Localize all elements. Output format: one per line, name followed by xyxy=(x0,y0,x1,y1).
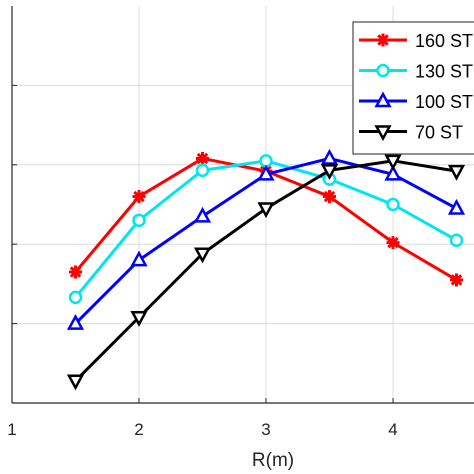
marker-stroke xyxy=(196,152,209,165)
marker-triangle xyxy=(66,374,85,391)
marker-stroke xyxy=(69,266,82,278)
marker-circle xyxy=(68,290,83,305)
data-point xyxy=(449,233,464,247)
data-point xyxy=(450,273,463,287)
marker-triangle xyxy=(374,91,392,108)
marker-triangle xyxy=(384,164,402,181)
series-4 xyxy=(66,154,466,391)
x-tick-label: 3 xyxy=(261,420,270,439)
data-point xyxy=(196,151,209,165)
data-point xyxy=(193,206,212,223)
data-point xyxy=(447,198,466,215)
data-point xyxy=(320,164,339,180)
data-point xyxy=(66,313,85,330)
marker-triangle xyxy=(66,313,85,330)
data-point xyxy=(195,163,210,178)
data-point xyxy=(68,290,83,305)
data-point xyxy=(66,374,85,391)
marker-circle xyxy=(195,163,210,178)
x-axis-label: R(m) xyxy=(252,450,294,471)
data-point xyxy=(193,247,212,264)
data-point xyxy=(132,213,146,228)
marker-triangle xyxy=(257,202,275,219)
marker-triangle xyxy=(193,206,212,223)
data-point xyxy=(69,265,82,279)
legend-label: 130 ST xyxy=(415,62,473,82)
marker-circle xyxy=(376,63,390,78)
data-point xyxy=(384,164,402,181)
data-point xyxy=(447,164,466,181)
series-3 xyxy=(66,148,466,330)
marker-triangle xyxy=(320,164,339,180)
marker-circle xyxy=(386,197,400,212)
legend-entry-2: 130 ST xyxy=(359,62,473,82)
marker-triangle xyxy=(257,164,275,181)
marker-triangle xyxy=(384,154,402,171)
legend-entry-1: 160 ST xyxy=(359,31,473,51)
x-tick-label: 2 xyxy=(134,420,143,439)
marker-stroke xyxy=(133,190,145,203)
marker-triangle xyxy=(130,250,148,267)
marker-stroke xyxy=(377,34,389,46)
data-point xyxy=(130,310,148,327)
series-group xyxy=(66,148,466,391)
data-point xyxy=(257,202,275,219)
marker-triangle xyxy=(130,310,148,327)
data-point xyxy=(384,154,402,171)
data-point xyxy=(130,250,148,267)
marker-circle xyxy=(132,213,146,228)
legend: 160 ST 130 ST 100 ST 70 ST xyxy=(352,21,474,155)
marker-stroke xyxy=(323,190,336,203)
axis-ticks: 1 2 3 4 xyxy=(7,84,398,439)
marker-triangle xyxy=(320,148,339,165)
marker-stroke xyxy=(387,236,399,249)
data-point xyxy=(386,236,400,250)
data-point xyxy=(323,190,336,204)
data-point xyxy=(257,164,275,181)
legend-entry-3: 100 ST xyxy=(359,91,473,112)
marker-triangle xyxy=(374,125,392,142)
marker-triangle xyxy=(447,198,466,215)
legend-label: 70 ST xyxy=(415,123,463,143)
marker-circle xyxy=(449,233,464,247)
marker-stroke xyxy=(450,274,463,286)
marker-circle xyxy=(259,154,273,168)
legend-entry-4: 70 ST xyxy=(359,123,463,143)
axes xyxy=(11,6,474,404)
data-point xyxy=(320,148,339,165)
x-tick-label: 4 xyxy=(388,420,397,439)
x-tick-label: 1 xyxy=(7,420,16,439)
marker-triangle xyxy=(447,164,466,181)
data-point xyxy=(132,190,146,204)
data-point xyxy=(386,197,400,212)
legend-label: 160 ST xyxy=(415,31,473,51)
legend-label: 100 ST xyxy=(415,92,473,112)
data-point xyxy=(259,154,273,168)
marker-triangle xyxy=(193,247,212,264)
